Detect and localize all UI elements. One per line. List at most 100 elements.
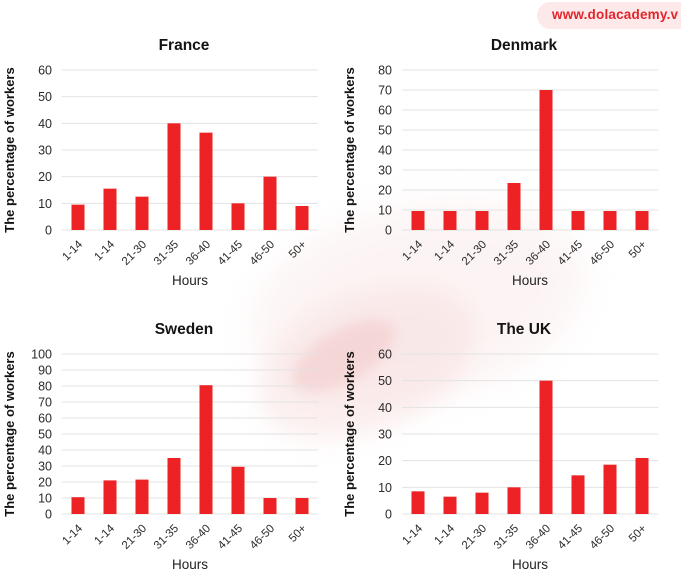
y-tick-label: 20 xyxy=(378,454,392,468)
bar-21-30 xyxy=(475,211,489,230)
y-tick-label: 20 xyxy=(378,184,392,198)
site-watermark-text: www.dolacademy.v xyxy=(552,7,679,22)
site-watermark-badge: www.dolacademy.v xyxy=(537,2,681,29)
x-tick-label: 41-45 xyxy=(556,239,585,268)
bar-46-50 xyxy=(263,176,277,230)
bar-41-45 xyxy=(231,466,245,514)
chart-title: Denmark xyxy=(491,37,558,54)
x-tick-label: 50+ xyxy=(627,238,649,260)
x-tick-label: 41-45 xyxy=(216,239,245,268)
x-axis-label: Hours xyxy=(512,273,548,288)
bar-1-14 xyxy=(71,204,85,230)
charts-grid: France 0 10 20 30 40 50 60 1-14 1-14 21-30 31-35 36-… xyxy=(0,30,681,580)
x-tick-label: 21-30 xyxy=(460,523,489,552)
x-tick-label: 1-14 xyxy=(400,238,425,263)
y-tick-label: 10 xyxy=(38,197,52,211)
x-tick-label: 41-45 xyxy=(216,523,245,552)
y-tick-label: 50 xyxy=(38,428,52,442)
y-tick-label: 90 xyxy=(38,364,52,378)
x-tick-label: 46-50 xyxy=(588,239,617,268)
bar-46-50 xyxy=(603,464,617,514)
y-tick-label: 50 xyxy=(378,124,392,138)
bar-41-45 xyxy=(571,211,585,230)
y-tick-label: 0 xyxy=(45,224,52,238)
y-axis-label: The percentage of workers xyxy=(2,67,17,232)
x-axis-label: Hours xyxy=(172,557,208,572)
bar-21-30 xyxy=(135,479,149,514)
bar-21-30 xyxy=(475,492,489,514)
y-tick-label: 20 xyxy=(38,170,52,184)
y-tick-label: 30 xyxy=(378,428,392,442)
chart-panel-france: France 0 10 20 30 40 50 60 1-14 1-14 21-30 31-35 36-… xyxy=(0,30,340,296)
x-tick-label: 36-40 xyxy=(184,239,213,268)
bar-50+ xyxy=(295,206,309,230)
x-tick-label: 50+ xyxy=(287,522,309,544)
bar-31-35 xyxy=(167,458,181,514)
bar-31-35 xyxy=(507,183,521,230)
x-tick-label: 36-40 xyxy=(184,523,213,552)
bar-1-14 xyxy=(103,480,117,514)
x-tick-label: 31-35 xyxy=(152,239,181,268)
x-tick-label: 41-45 xyxy=(556,523,585,552)
bar-41-45 xyxy=(571,475,585,514)
y-tick-label: 0 xyxy=(385,508,392,522)
x-tick-label: 1-14 xyxy=(400,522,425,547)
x-tick-label: 21-30 xyxy=(120,239,149,268)
bar-1-14 xyxy=(71,497,85,514)
bar-1-14 xyxy=(103,188,117,230)
x-tick-label: 46-50 xyxy=(248,523,277,552)
y-axis-label: The percentage of workers xyxy=(342,351,357,516)
bar-31-35 xyxy=(167,123,181,230)
x-axis-label: Hours xyxy=(172,273,208,288)
y-tick-label: 20 xyxy=(38,476,52,490)
y-tick-label: 10 xyxy=(38,492,52,506)
bar-41-45 xyxy=(231,203,245,230)
bar-31-35 xyxy=(507,487,521,514)
y-tick-label: 80 xyxy=(38,380,52,394)
y-tick-label: 50 xyxy=(378,374,392,388)
x-tick-label: 1-14 xyxy=(60,238,85,263)
y-tick-label: 70 xyxy=(378,84,392,98)
bar-1-14 xyxy=(411,211,425,230)
chart-panel-sweden: Sweden 0 10 20 30 40 50 60 70 80 90 100 1-14 1-14 21-3… xyxy=(0,314,340,580)
x-tick-label: 31-35 xyxy=(492,523,521,552)
x-tick-label: 21-30 xyxy=(120,523,149,552)
chart-title: France xyxy=(159,37,210,54)
bar-1-14 xyxy=(443,211,457,230)
x-tick-label: 21-30 xyxy=(460,239,489,268)
bar-50+ xyxy=(635,211,649,230)
x-tick-label: 31-35 xyxy=(492,239,521,268)
y-tick-label: 10 xyxy=(378,481,392,495)
y-tick-label: 30 xyxy=(378,164,392,178)
y-tick-label: 40 xyxy=(378,401,392,415)
x-tick-label: 36-40 xyxy=(524,523,553,552)
y-tick-label: 0 xyxy=(45,508,52,522)
y-tick-label: 60 xyxy=(378,348,392,362)
y-tick-label: 40 xyxy=(378,144,392,158)
y-tick-label: 10 xyxy=(378,204,392,218)
y-axis-label: The percentage of workers xyxy=(342,67,357,232)
bar-1-14 xyxy=(411,491,425,514)
bar-21-30 xyxy=(135,196,149,230)
y-tick-label: 60 xyxy=(38,412,52,426)
bar-36-40 xyxy=(199,385,213,514)
x-tick-label: 46-50 xyxy=(588,523,617,552)
bar-36-40 xyxy=(539,380,553,514)
y-tick-label: 70 xyxy=(38,396,52,410)
y-tick-label: 60 xyxy=(38,64,52,78)
bar-46-50 xyxy=(603,211,617,230)
y-tick-label: 80 xyxy=(378,64,392,78)
y-tick-label: 0 xyxy=(385,224,392,238)
y-tick-label: 100 xyxy=(31,348,52,362)
bar-46-50 xyxy=(263,498,277,514)
x-tick-label: 1-14 xyxy=(432,522,457,547)
x-tick-label: 46-50 xyxy=(248,239,277,268)
bar-36-40 xyxy=(539,90,553,230)
y-tick-label: 40 xyxy=(38,444,52,458)
x-tick-label: 1-14 xyxy=(60,522,85,547)
x-tick-label: 31-35 xyxy=(152,523,181,552)
x-tick-label: 36-40 xyxy=(524,239,553,268)
